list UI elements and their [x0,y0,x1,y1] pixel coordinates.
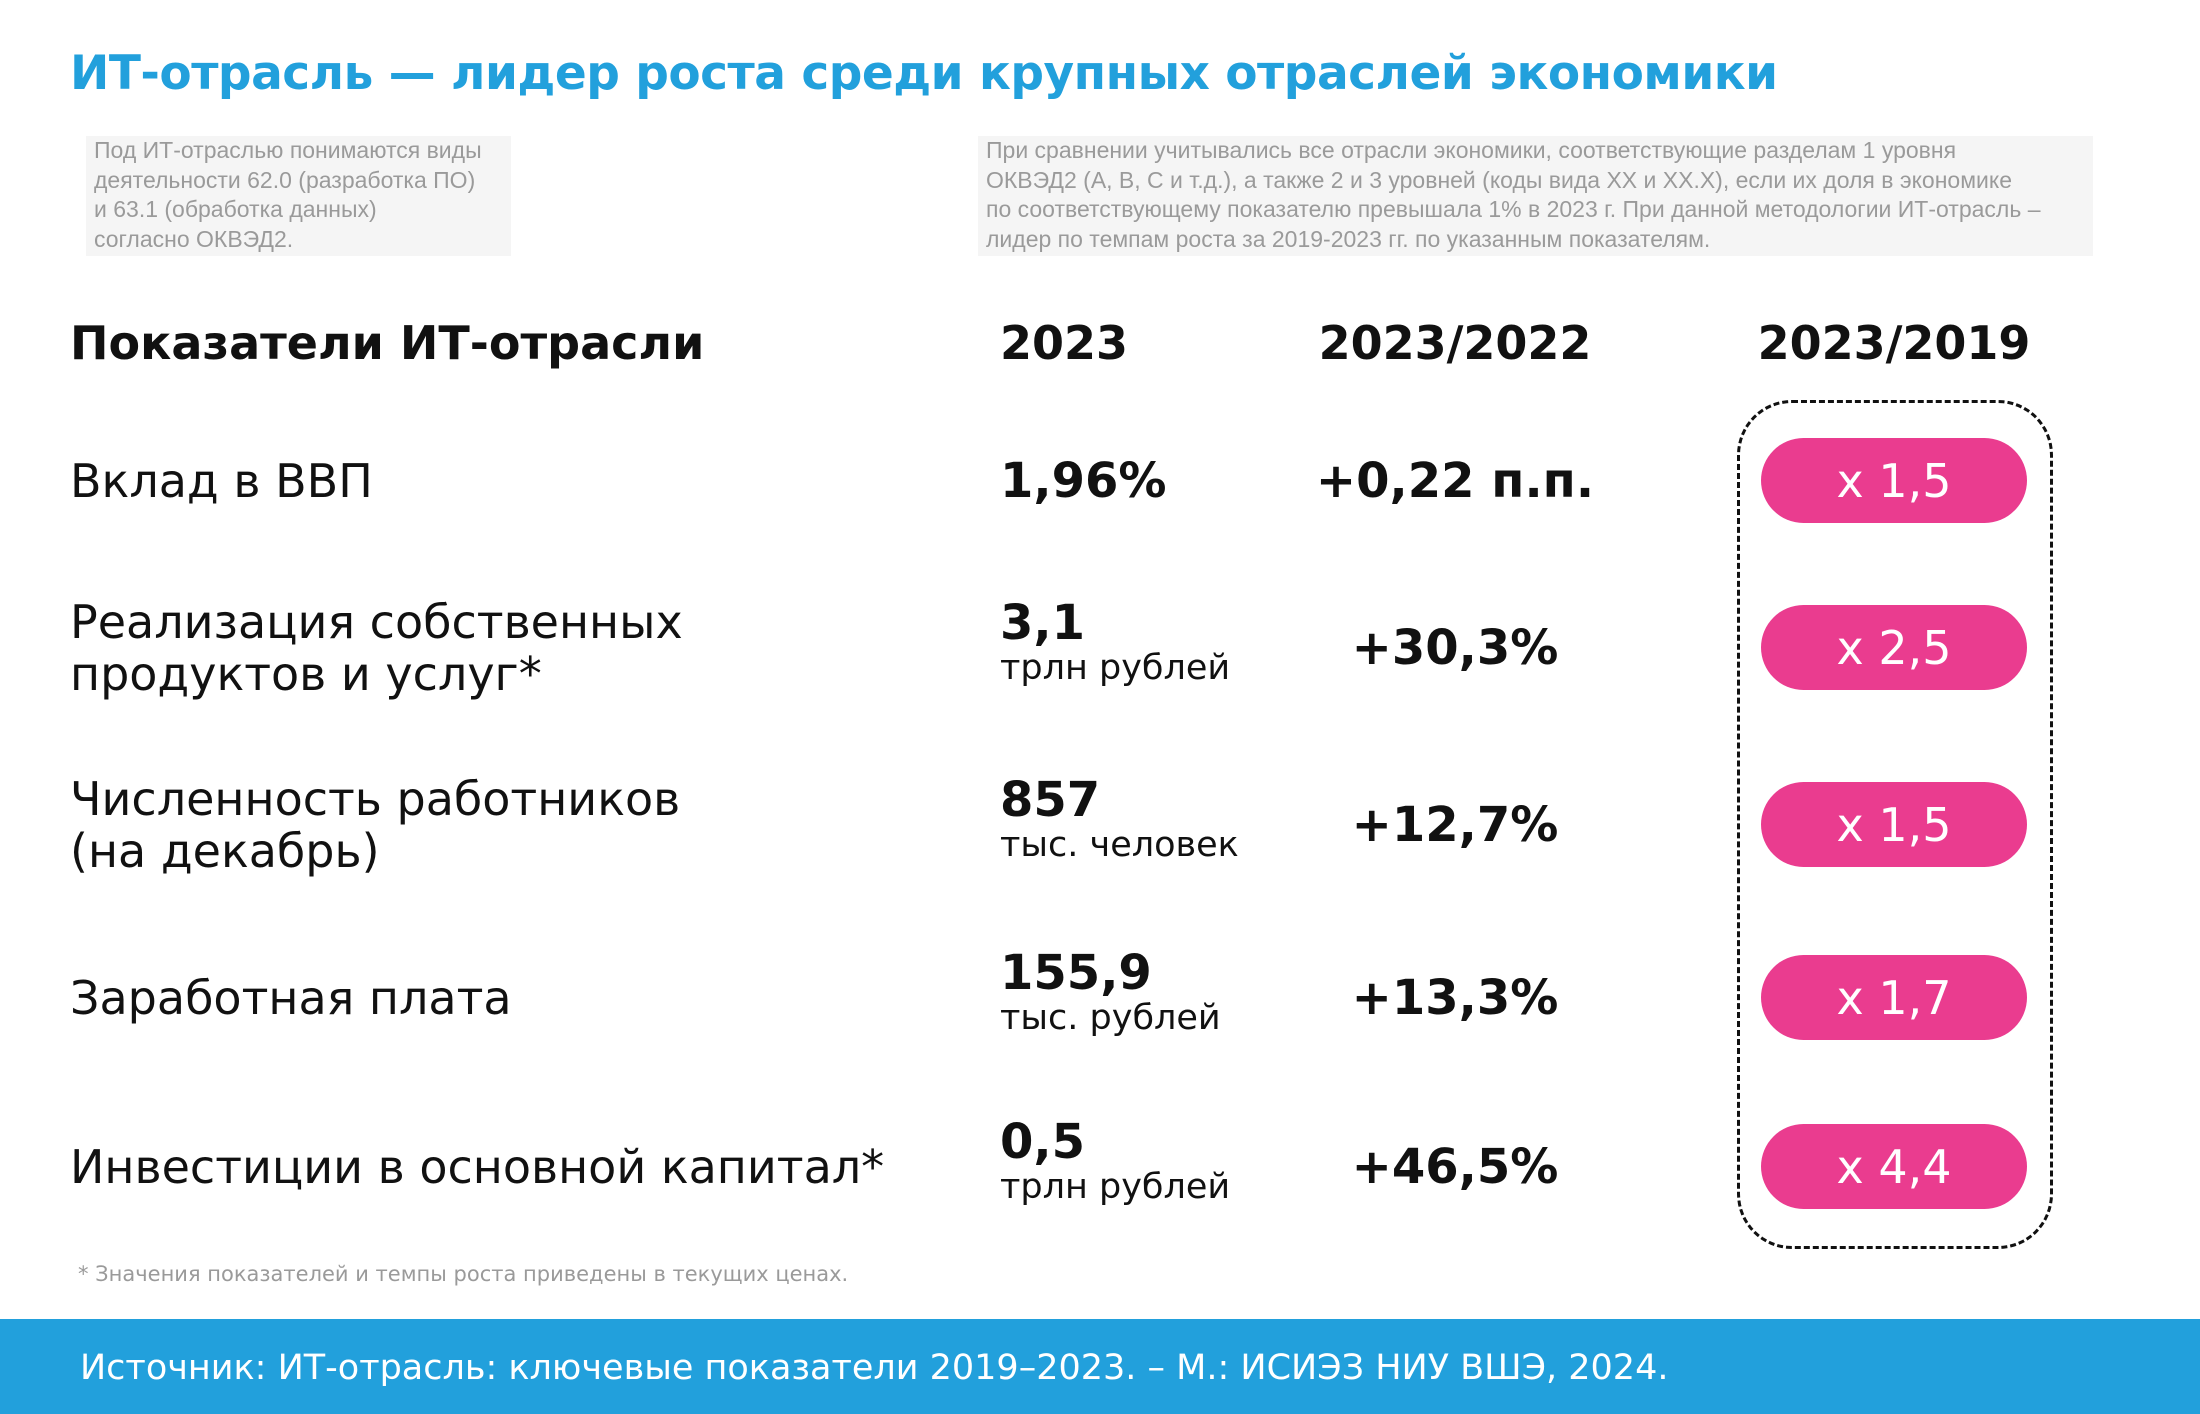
value-number: 3,1 [1000,595,1086,651]
row-label: Вклад в ВВП [70,455,373,507]
page-title: ИТ-отрасль — лидер роста среди крупных о… [70,46,1778,101]
definition-note: Под ИТ-отраслью понимаются виды деятельн… [86,136,511,256]
row-value: 0,5 трлн рублей [1000,1117,1230,1207]
row-value: 857 тыс. человек [1000,775,1239,865]
row-label: Реализация собственных продуктов и услуг* [70,596,683,700]
row-label-line: Инвестиции в основной капитал* [70,1140,885,1194]
note-line: и 63.1 (обработка данных) [94,196,377,222]
value-number: 1,96% [1000,453,1167,509]
note-line: по соответствующему показателю превышала… [986,196,2041,222]
value-unit: тыс. рублей [1000,998,1221,1038]
header-2023-2022: 2023/2022 [1318,316,1592,370]
multiple-badge: x 1,5 [1761,782,2027,867]
note-line: лидер по темпам роста за 2019-2023 гг. п… [986,225,1711,252]
row-label: Инвестиции в основной капитал* [70,1141,884,1193]
value-number: 155,9 [1000,945,1152,1001]
note-line: деятельности 62.0 (разработка ПО) [94,166,476,193]
row-change: +30,3% [1351,620,1559,676]
row-change: +13,3% [1351,970,1559,1026]
source-text: Источник: ИТ-отрасль: ключевые показател… [80,1348,1669,1388]
note-line: ОКВЭД2 (А, В, С и т.д.), а также 2 и 3 у… [986,166,2012,193]
header-2023: 2023 [1000,316,1129,370]
footnote: * Значения показателей и темпы роста при… [78,1262,849,1286]
row-label-line: Реализация собственных [70,595,683,649]
row-value: 3,1 трлн рублей [1000,598,1230,688]
row-change: +46,5% [1351,1139,1559,1195]
row-label: Заработная плата [70,972,512,1024]
multiple-badge: x 1,5 [1761,438,2027,523]
row-value: 1,96% [1000,456,1167,506]
multiple-badge: x 2,5 [1761,605,2027,690]
note-line: согласно ОКВЭД2. [94,225,294,252]
row-label-line: Заработная плата [70,971,512,1025]
row-label-line: Численность работников [70,772,681,826]
multiple-badge: x 4,4 [1761,1124,2027,1209]
row-label-line: (на декабрь) [70,824,380,878]
row-change: +12,7% [1351,797,1559,853]
value-unit: тыс. человек [1000,825,1239,865]
header-2023-2019: 2023/2019 [1757,316,2031,370]
row-value: 155,9 тыс. рублей [1000,948,1221,1038]
header-indicator: Показатели ИТ-отрасли [70,316,705,370]
multiple-badge: x 1,7 [1761,955,2027,1040]
value-unit: трлн рублей [1000,648,1231,688]
value-number: 857 [1000,772,1101,828]
row-label: Численность работников (на декабрь) [70,773,680,877]
row-label-line: продуктов и услуг* [70,647,542,701]
value-unit: трлн рублей [1000,1167,1231,1207]
note-line: При сравнении учитывались все отрасли эк… [986,137,1957,163]
methodology-note: При сравнении учитывались все отрасли эк… [978,136,2093,256]
value-number: 0,5 [1000,1114,1086,1170]
note-line: Под ИТ-отраслью понимаются виды [94,137,482,163]
highlight-frame [1737,400,2053,1249]
row-change: +0,22 п.п. [1315,453,1595,509]
source-bar [0,1319,2200,1414]
row-label-line: Вклад в ВВП [70,454,373,508]
